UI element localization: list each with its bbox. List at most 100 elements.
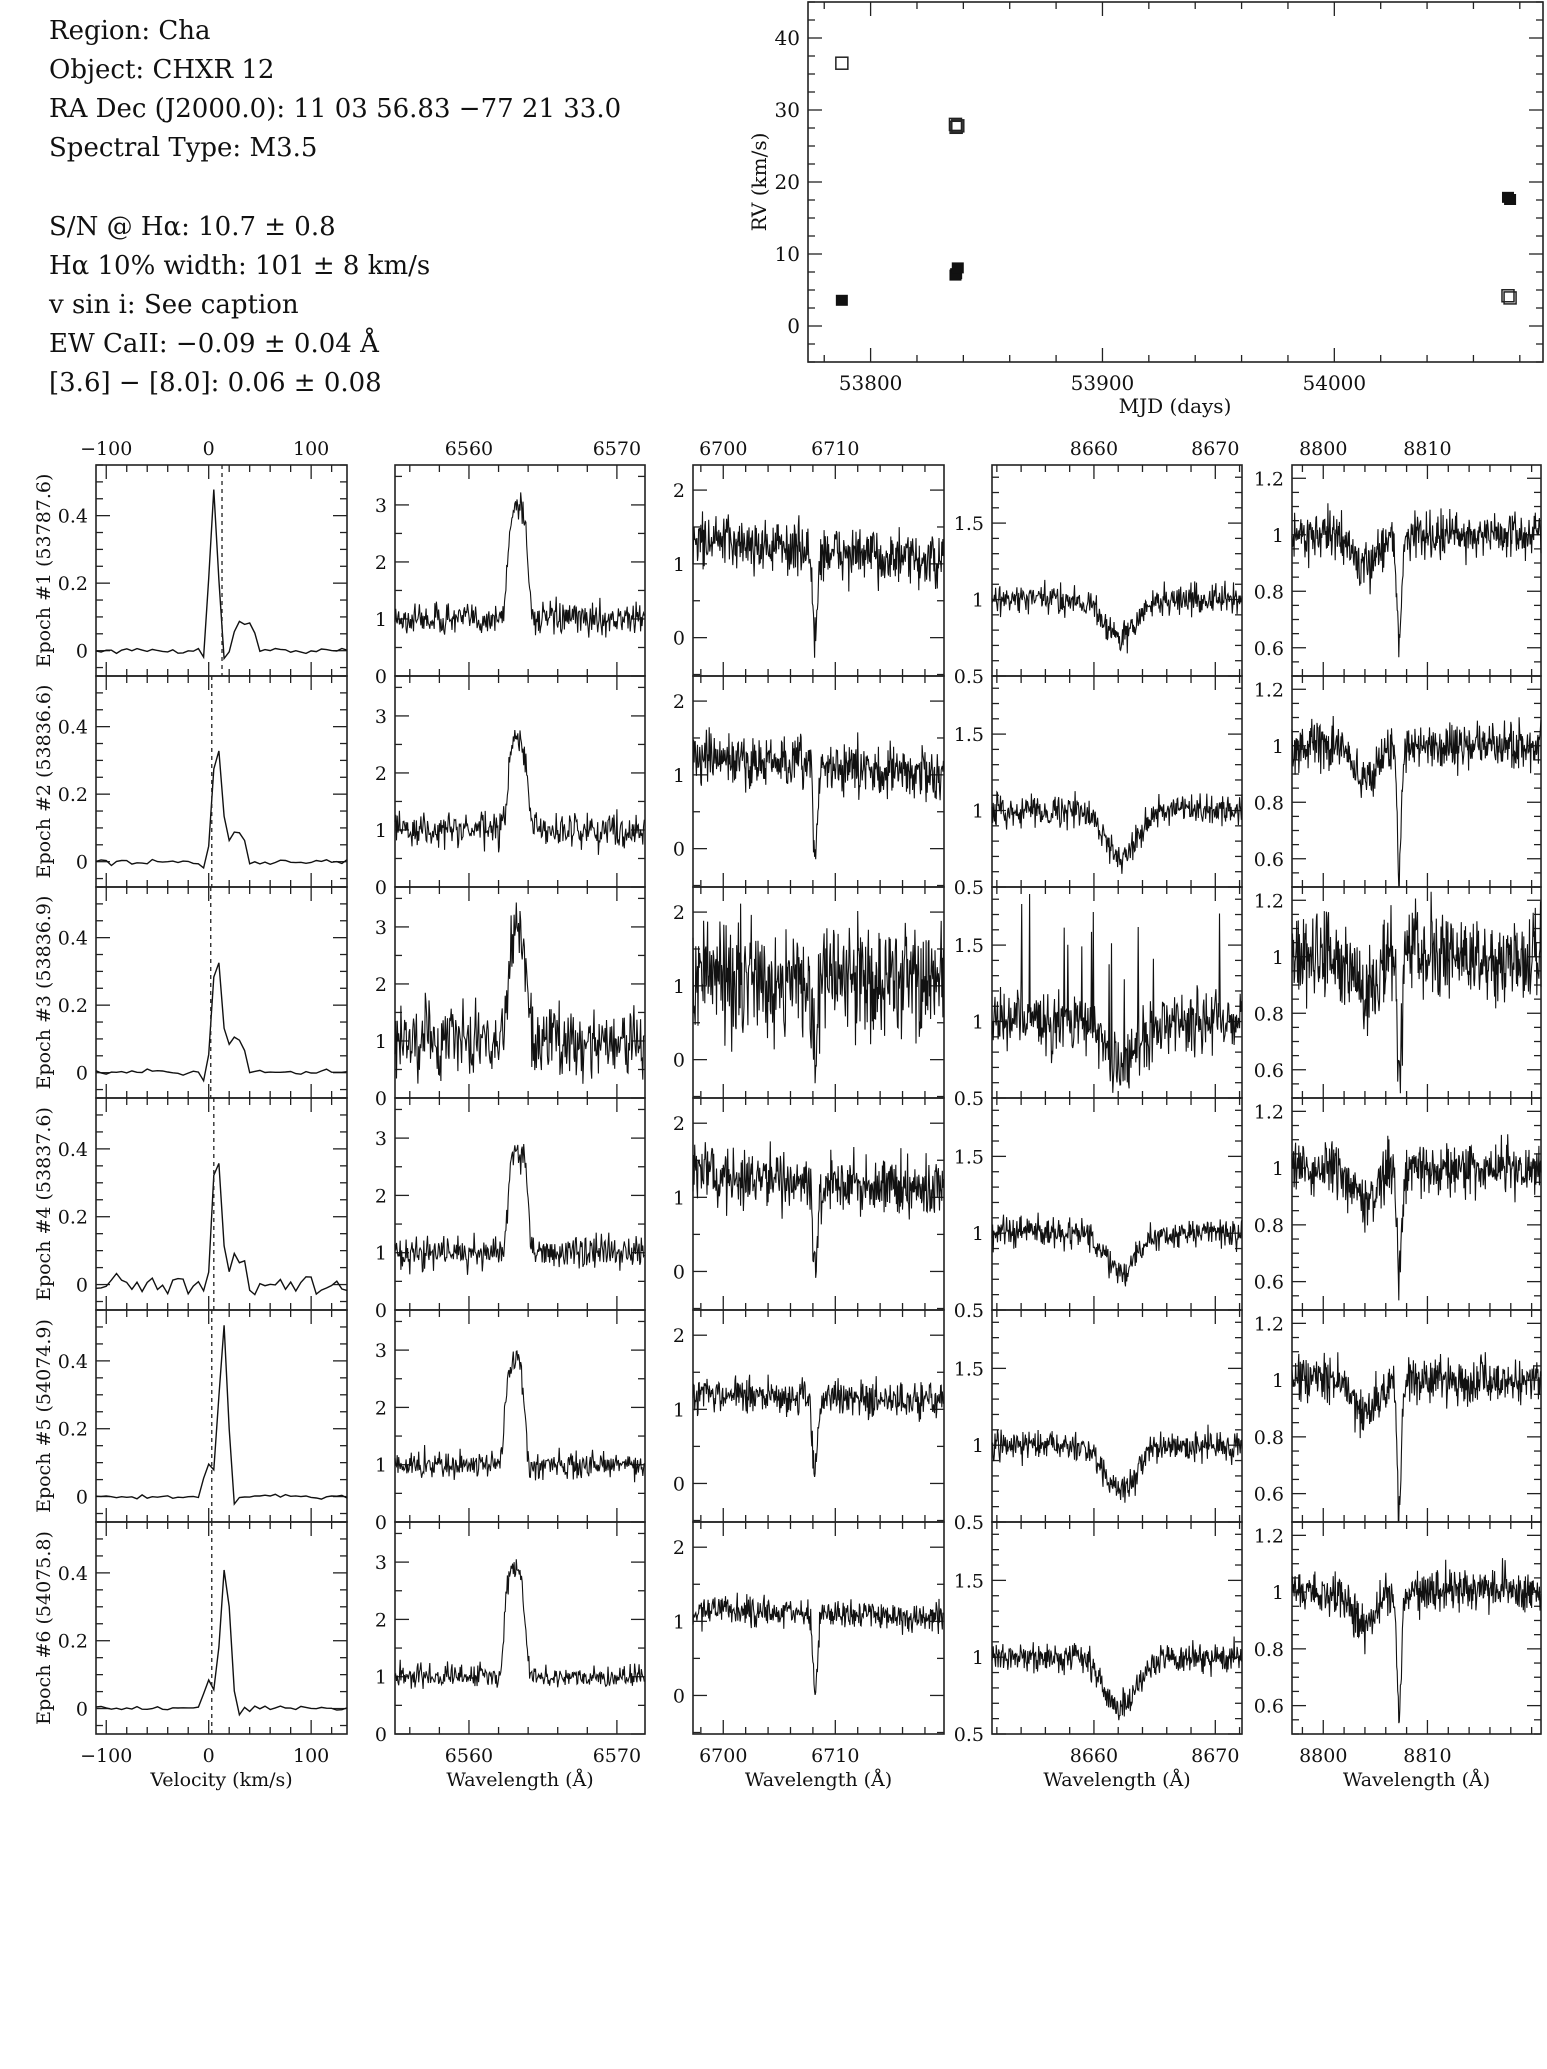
ccf-line xyxy=(95,962,348,1083)
y-tick-label: 1 xyxy=(1272,947,1284,969)
y-tick-label: 3 xyxy=(375,1552,387,1574)
x-tick-label: 6570 xyxy=(593,1745,641,1767)
x-tick-label: 54000 xyxy=(1303,371,1367,395)
spectrum-line xyxy=(991,1636,1243,1721)
y-tick-label: 2 xyxy=(375,1609,387,1631)
y-tick-label: 0 xyxy=(375,666,387,688)
spectrum-line xyxy=(692,903,944,1084)
y-tick-label: 2 xyxy=(375,1397,387,1419)
y-tick-label: 0 xyxy=(76,1487,88,1509)
y-tick-label: 0.5 xyxy=(954,666,984,688)
panel-r5-c1-frame xyxy=(95,1309,348,1523)
y-tick-label: 1 xyxy=(1272,525,1284,547)
rv-point-filled xyxy=(951,262,964,274)
y-tick-label: 1.2 xyxy=(1254,1101,1284,1123)
panel-r1-c5-frame xyxy=(1291,464,1542,677)
y-tick-label: 1 xyxy=(1272,1370,1284,1392)
measurement-info-block: S/N @ Hα: 10.7 ± 0.8 Hα 10% width: 101 ±… xyxy=(49,208,430,403)
y-tick-label: 1 xyxy=(972,1647,984,1669)
y-tick-label: 0 xyxy=(673,1050,685,1072)
y-tick-label: 1 xyxy=(375,609,387,631)
x-tick-label: 8670 xyxy=(1191,1745,1239,1767)
object-info-block: Region: Cha Object: CHXR 12 RA Dec (J200… xyxy=(49,12,621,168)
x-tick-label: 8800 xyxy=(1299,438,1347,460)
y-tick-label: 0 xyxy=(673,1685,685,1707)
rv-point-open xyxy=(1503,291,1517,305)
y-tick-label: 1 xyxy=(673,765,685,787)
y-tick-label: 1.2 xyxy=(1254,890,1284,912)
spectrum-line xyxy=(1291,1558,1542,1724)
info-irac-color: [3.6] − [8.0]: 0.06 ± 0.08 xyxy=(49,368,382,398)
y-tick-label: 0 xyxy=(375,1724,387,1746)
x-tick-label: 6700 xyxy=(699,1745,747,1767)
y-tick-label: 1.5 xyxy=(954,1358,984,1380)
ccf-line xyxy=(95,750,348,870)
info-object: Object: CHXR 12 xyxy=(49,55,275,85)
y-tick-label: 1.5 xyxy=(954,724,984,746)
y-tick-label: 1 xyxy=(972,801,984,823)
y-tick-label: 0 xyxy=(76,1063,88,1085)
spectrum-line xyxy=(692,511,944,658)
info-sn-halpha: S/N @ Hα: 10.7 ± 0.8 xyxy=(49,212,336,242)
spectrum-line xyxy=(991,790,1243,874)
y-tick-label: 2 xyxy=(673,1537,685,1559)
y-tick-label: 1 xyxy=(972,1223,984,1245)
panel-r6-c4-frame xyxy=(991,1521,1243,1735)
y-tick-label: 1.5 xyxy=(954,1570,984,1592)
y-tick-label: 1 xyxy=(1272,1582,1284,1604)
x-tick-label: 6710 xyxy=(811,438,859,460)
panel-r5-c3-frame xyxy=(692,1309,945,1523)
y-tick-label: 0.5 xyxy=(954,1300,984,1322)
y-tick-label: 0.6 xyxy=(1254,1696,1284,1718)
spectrum-line xyxy=(394,902,645,1084)
x-axis-label: Wavelength (Å) xyxy=(1343,1769,1490,1791)
spectrum-line xyxy=(991,579,1243,654)
y-tick-label: 3 xyxy=(375,495,387,517)
rv-x-axis-label: MJD (days) xyxy=(1119,394,1232,418)
y-tick-label: 0.4 xyxy=(58,1351,88,1373)
x-tick-label: 6570 xyxy=(593,438,641,460)
y-tick-label: 0 xyxy=(375,1088,387,1110)
info-spectral-type: Spectral Type: M3.5 xyxy=(49,133,318,163)
info-vsini: v sin i: See caption xyxy=(49,290,299,320)
y-tick-label: 1 xyxy=(673,1611,685,1633)
y-tick-label: 0.8 xyxy=(1254,1215,1284,1237)
epoch-label: Epoch #2 (53836.6) xyxy=(33,685,55,879)
y-tick-label: 0.6 xyxy=(1254,1272,1284,1294)
spectrum-line xyxy=(692,1141,944,1278)
spectrum-line xyxy=(991,1212,1243,1287)
info-halpha-width: Hα 10% width: 101 ± 8 km/s xyxy=(49,251,431,281)
y-tick-label: 1.5 xyxy=(954,935,984,957)
y-tick-label: 20 xyxy=(775,170,800,194)
y-tick-label: 0.4 xyxy=(58,1563,88,1585)
rv-y-axis-label: RV (km/s) xyxy=(747,133,771,232)
y-tick-label: 0 xyxy=(76,1699,88,1721)
y-tick-label: 1.2 xyxy=(1254,1313,1284,1335)
panel-r2-c2-frame xyxy=(394,675,646,888)
info-ew-caii: EW CaII: −0.09 ± 0.04 Å xyxy=(49,329,379,359)
x-tick-label: 6700 xyxy=(699,438,747,460)
y-tick-label: 2 xyxy=(375,763,387,785)
panel-r4-c3-frame xyxy=(692,1097,945,1311)
y-tick-label: 0.2 xyxy=(58,1631,88,1653)
y-tick-label: 2 xyxy=(375,552,387,574)
epoch-label: Epoch #3 (53836.9) xyxy=(33,896,55,1090)
x-tick-label: 6560 xyxy=(445,438,493,460)
y-tick-label: 0.8 xyxy=(1254,1639,1284,1661)
x-tick-label: 8670 xyxy=(1191,438,1239,460)
rv-point-open xyxy=(1501,289,1515,303)
rv-point-filled xyxy=(835,294,848,306)
spectrum-line xyxy=(1291,503,1542,658)
y-tick-label: 0 xyxy=(787,314,800,338)
y-tick-label: 1 xyxy=(375,1455,387,1477)
x-tick-label: 0 xyxy=(203,438,215,460)
y-tick-label: 0 xyxy=(76,1275,88,1297)
panel-r4-c2-frame xyxy=(394,1097,646,1311)
y-tick-label: 0.5 xyxy=(954,1088,984,1110)
epoch-label: Epoch #5 (54074.9) xyxy=(33,1319,55,1513)
panel-r5-c5-frame xyxy=(1291,1309,1542,1523)
x-axis-label: Wavelength (Å) xyxy=(745,1769,892,1791)
y-tick-label: 10 xyxy=(775,242,800,266)
y-tick-label: 2 xyxy=(673,480,685,502)
y-tick-label: 0.2 xyxy=(58,784,88,806)
